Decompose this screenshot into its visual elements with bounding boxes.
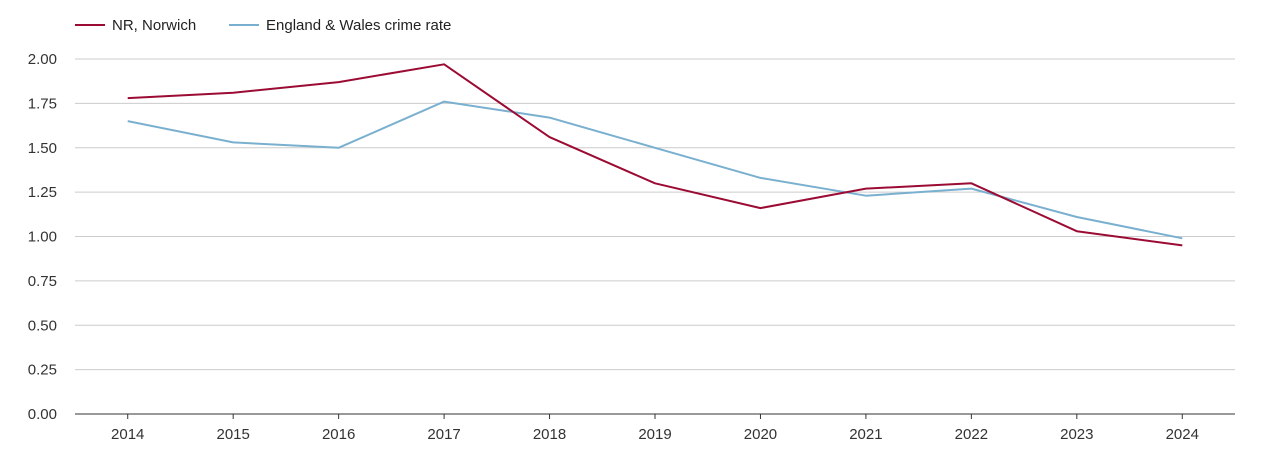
legend-item-england-wales[interactable]: England & Wales crime rate bbox=[229, 17, 451, 34]
x-tick-label: 2021 bbox=[849, 426, 882, 443]
y-tick-label: 1.50 bbox=[28, 140, 57, 157]
y-tick-label: 1.25 bbox=[28, 184, 57, 201]
x-tick-label: 2014 bbox=[111, 426, 144, 443]
x-tick-label: 2015 bbox=[216, 426, 249, 443]
x-axis-ticks: 2014 2015 2016 2017 2018 2019 2020 2021 2022 2023… bbox=[111, 414, 1199, 443]
series-line-norwich bbox=[127, 63, 1183, 247]
series-lines bbox=[127, 63, 1183, 247]
x-tick-label: 2017 bbox=[427, 426, 460, 443]
y-tick-label: 0.75 bbox=[28, 273, 57, 290]
y-axis-ticks: 0.00 0.25 0.50 0.75 1.00 1.25 1.50 1.75 2.00 bbox=[28, 51, 57, 423]
y-tick-label: 1.75 bbox=[28, 95, 57, 112]
y-tick-label: 1.00 bbox=[28, 229, 57, 246]
x-tick-label: 2019 bbox=[638, 426, 671, 443]
x-tick-label: 2018 bbox=[533, 426, 566, 443]
y-tick-label: 0.25 bbox=[28, 362, 57, 379]
y-tick-label: 2.00 bbox=[28, 51, 57, 68]
series-line-england-wales bbox=[127, 100, 1183, 240]
legend-item-norwich[interactable]: NR, Norwich bbox=[75, 17, 196, 34]
x-tick-label: 2020 bbox=[744, 426, 777, 443]
x-tick-label: 2016 bbox=[322, 426, 355, 443]
grid bbox=[75, 58, 1235, 371]
legend-label-norwich: NR, Norwich bbox=[112, 17, 196, 34]
y-tick-label: 0.50 bbox=[28, 317, 57, 334]
x-tick-label: 2024 bbox=[1166, 426, 1199, 443]
x-tick-label: 2023 bbox=[1060, 426, 1093, 443]
x-tick-label: 2022 bbox=[955, 426, 988, 443]
y-tick-label: 0.00 bbox=[28, 406, 57, 423]
legend-label-england-wales: England & Wales crime rate bbox=[266, 17, 451, 34]
legend: NR, Norwich England & Wales crime rate bbox=[75, 17, 451, 34]
